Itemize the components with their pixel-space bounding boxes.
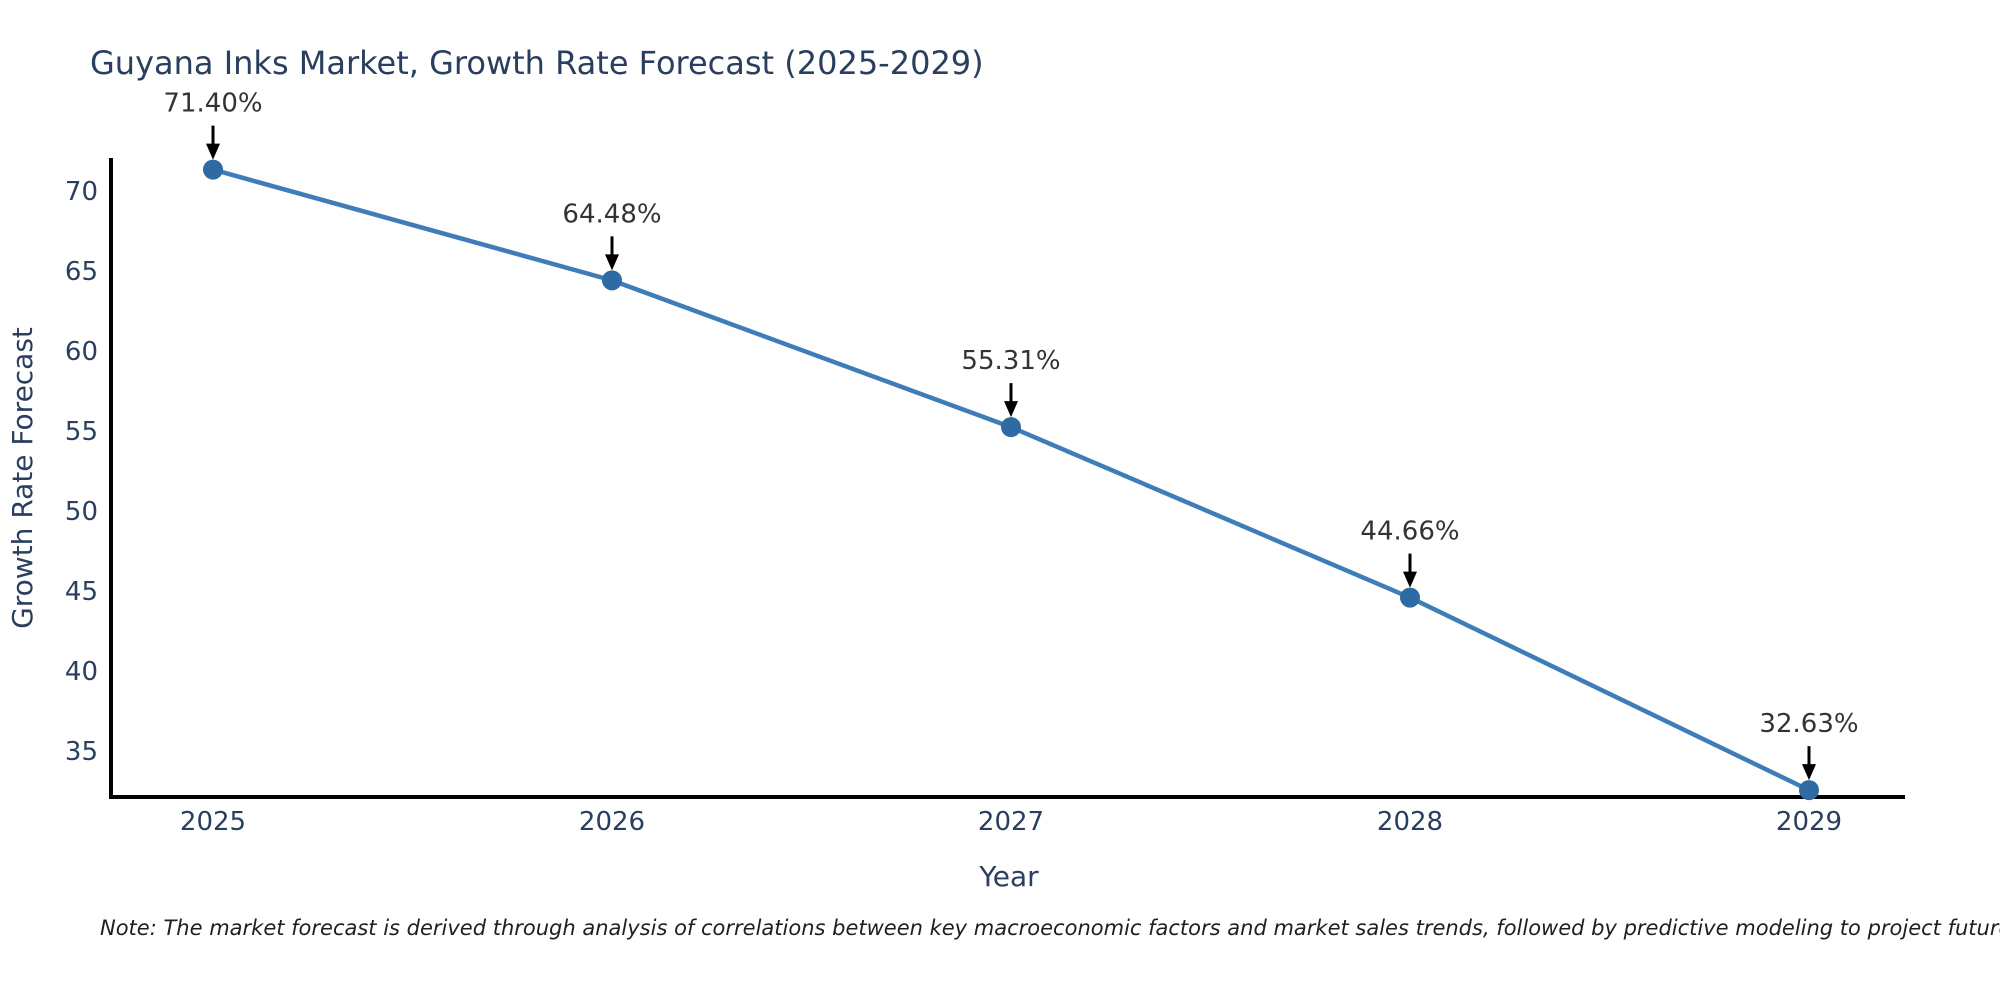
data-point-label: 32.63% xyxy=(1759,709,1858,739)
trend-line xyxy=(210,167,1812,793)
data-point-label: 71.40% xyxy=(163,89,262,119)
data-point xyxy=(602,270,622,291)
data-point-label: 64.48% xyxy=(562,199,661,229)
chart-title: Guyana Inks Market, Growth Rate Forecast… xyxy=(90,44,984,82)
y-tick-label: 45 xyxy=(65,577,98,607)
annotation-arrowhead xyxy=(1403,571,1417,588)
data-point xyxy=(203,159,223,180)
data-point xyxy=(1799,780,1819,801)
x-tick-label: 2027 xyxy=(978,807,1044,837)
data-point xyxy=(1400,587,1420,608)
annotation-arrowhead xyxy=(206,143,220,160)
annotation-arrowhead xyxy=(1802,764,1816,781)
y-tick-label: 70 xyxy=(65,177,98,207)
y-tick-label: 65 xyxy=(65,257,98,287)
data-point xyxy=(1001,417,1021,438)
data-point-label: 55.31% xyxy=(961,346,1060,376)
line-chart: 35 40 45 50 55 60 65 70 2025 2026 2027 2028 2029 Year… xyxy=(6,89,1905,893)
y-axis-title: Growth Rate Forecast xyxy=(6,327,39,629)
x-tick-label: 2026 xyxy=(579,807,645,837)
y-tick-label: 50 xyxy=(65,497,98,527)
x-tick-label: 2029 xyxy=(1776,807,1842,837)
y-tick-label: 60 xyxy=(65,337,98,367)
data-point-label: 44.66% xyxy=(1360,517,1459,547)
y-tick-label: 40 xyxy=(65,657,98,687)
annotation-arrowhead xyxy=(605,254,619,271)
y-tick-label: 35 xyxy=(65,737,98,767)
footnote: Note: The market forecast is derived thr… xyxy=(100,916,2000,940)
y-tick-label: 55 xyxy=(65,417,98,447)
x-tick-label: 2025 xyxy=(180,807,246,837)
x-tick-label: 2028 xyxy=(1377,807,1443,837)
x-axis-title: Year xyxy=(978,860,1039,893)
annotation-arrowhead xyxy=(1004,401,1018,418)
